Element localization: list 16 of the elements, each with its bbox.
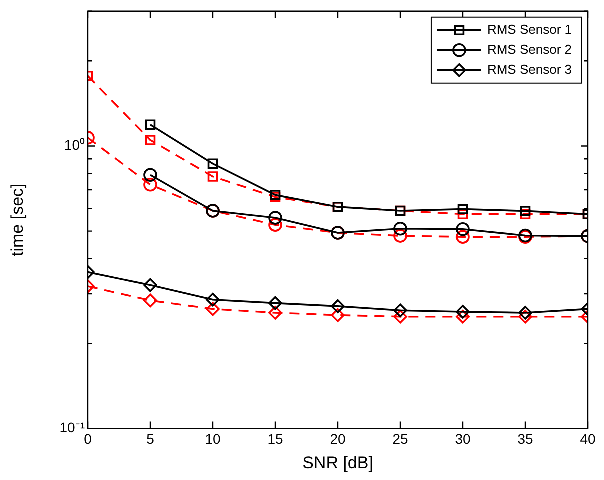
x-tick-label: 15 xyxy=(268,431,284,448)
legend-label: RMS Sensor 2 xyxy=(487,42,572,57)
y-axis-title: time [sec] xyxy=(8,184,27,256)
x-tick-label: 5 xyxy=(146,431,155,448)
x-tick-label: 20 xyxy=(330,431,346,448)
x-tick-label: 35 xyxy=(518,431,534,448)
x-axis-title: SNR [dB] xyxy=(302,453,374,472)
legend-label: RMS Sensor 1 xyxy=(487,22,572,37)
x-tick-label: 30 xyxy=(455,431,471,448)
legend-label: RMS Sensor 3 xyxy=(487,62,572,77)
x-tick-label: 0 xyxy=(84,431,92,448)
x-tick-label: 25 xyxy=(392,431,408,448)
y-tick-label: 10⁰ xyxy=(64,137,85,154)
x-tick-label: 10 xyxy=(205,431,221,448)
y-tick-label: 10⁻¹ xyxy=(60,420,86,436)
x-tick-label: 40 xyxy=(580,431,596,448)
